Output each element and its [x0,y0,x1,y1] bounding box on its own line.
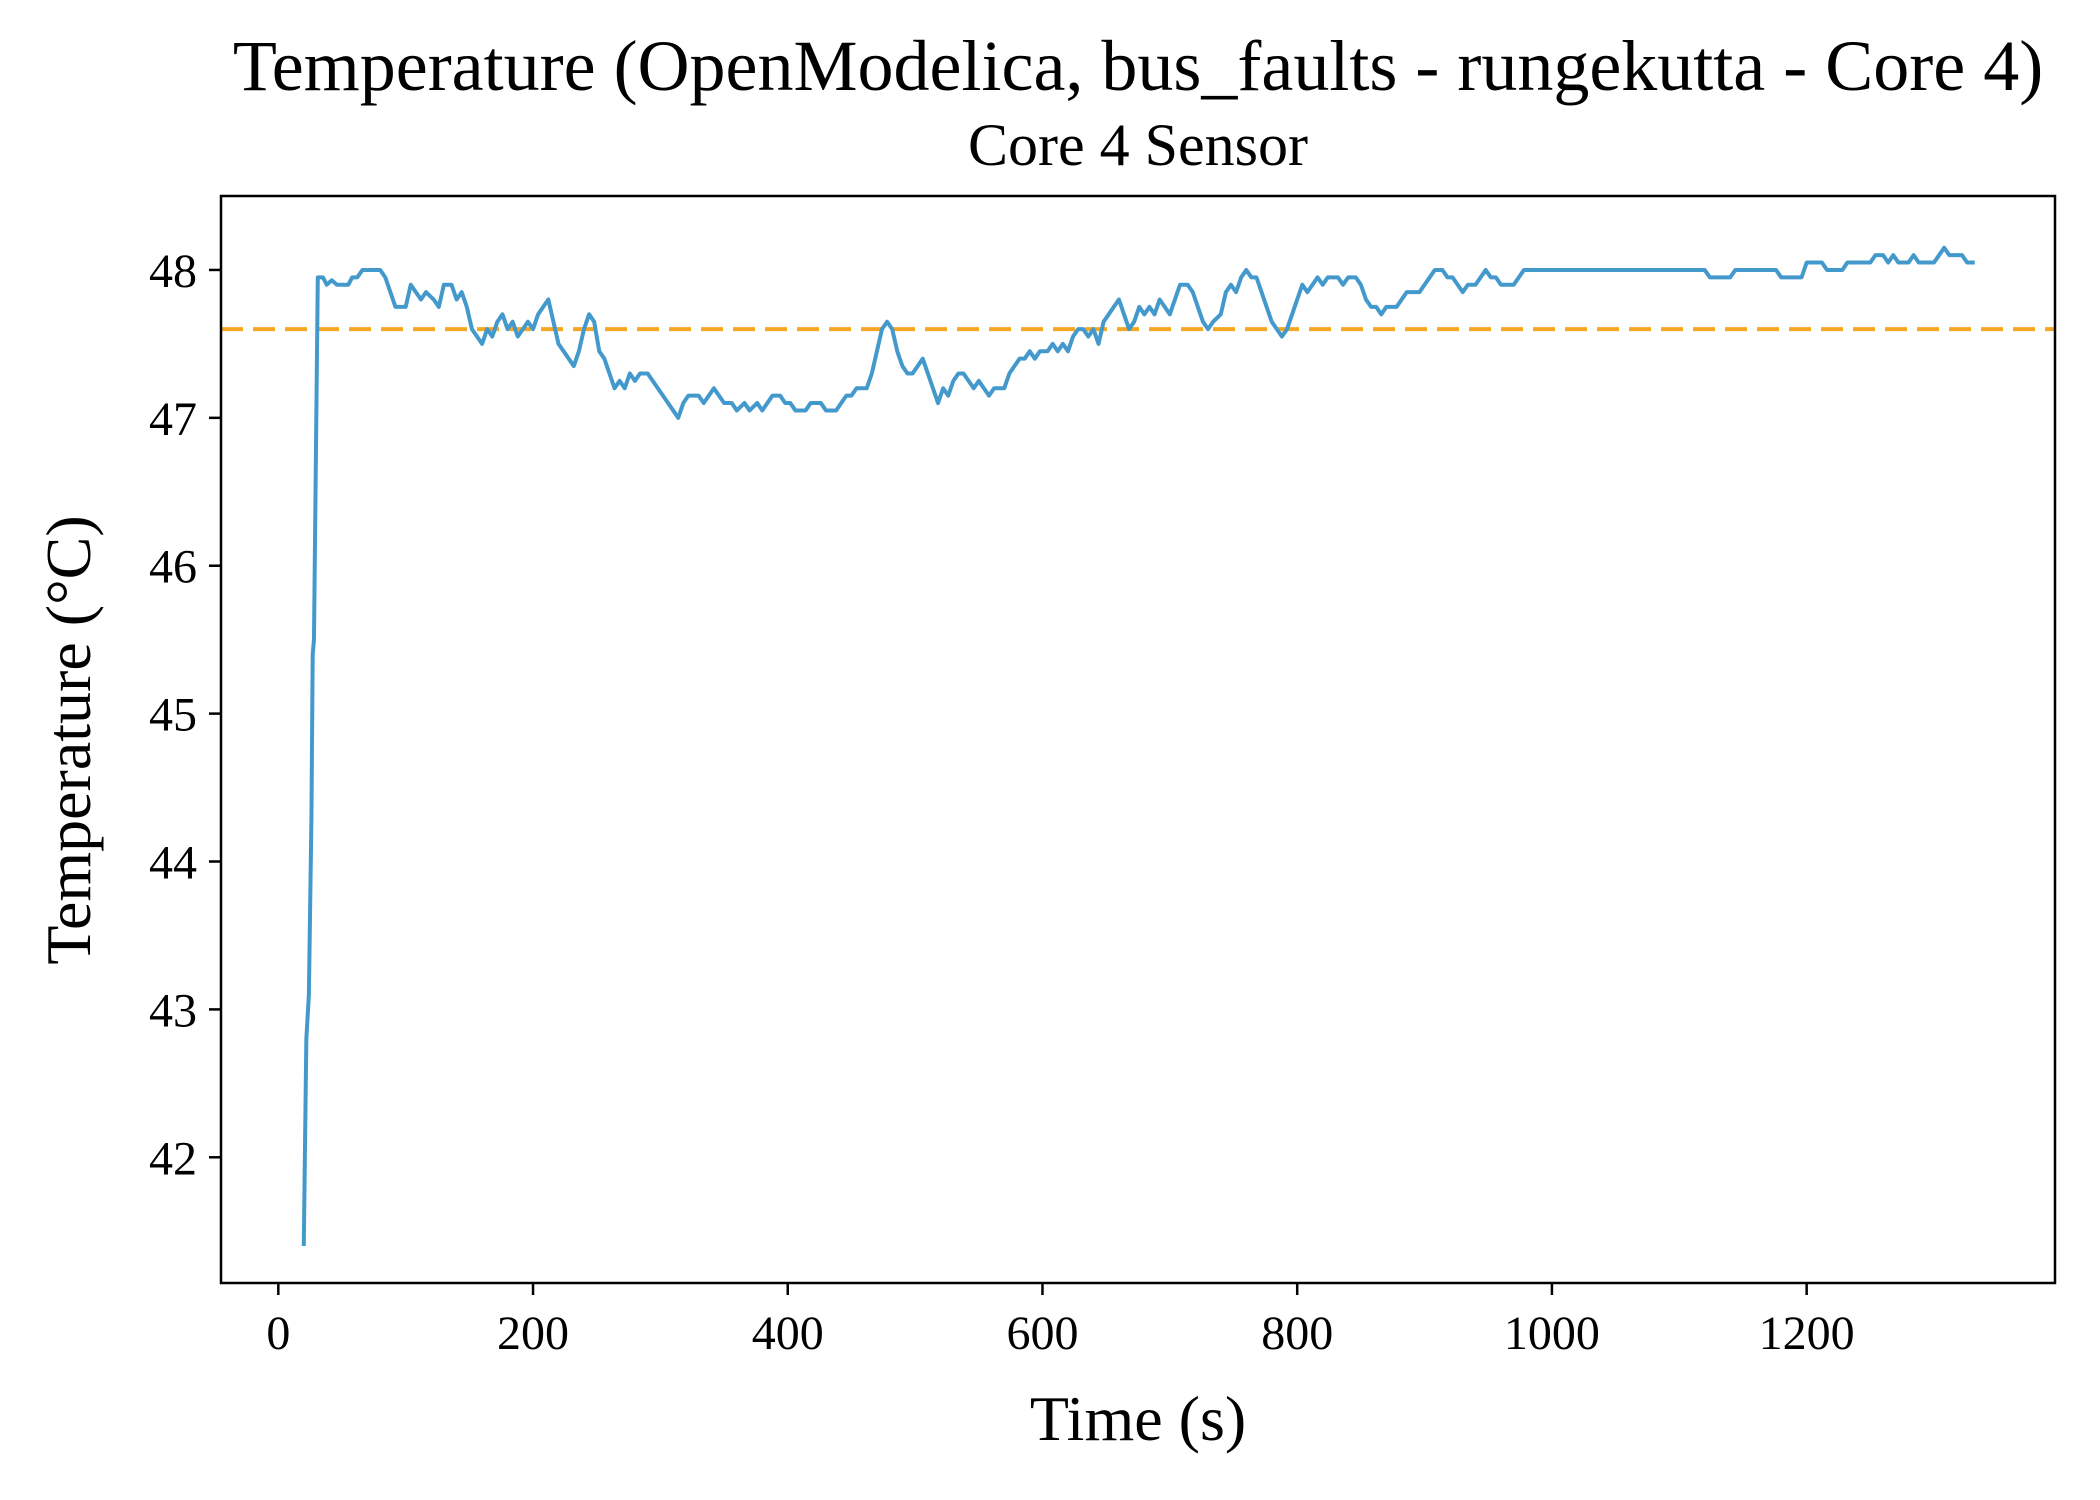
y-tick-label: 47 [149,393,197,446]
chart-title: Temperature (OpenModelica, bus_faults - … [233,26,2043,106]
y-tick-label: 46 [149,541,197,594]
x-tick-label: 1200 [1759,1307,1855,1360]
x-tick-label: 800 [1261,1307,1333,1360]
x-axis-label: Time (s) [1030,1383,1246,1454]
x-tick-label: 400 [752,1307,824,1360]
x-axis: 0 200 400 600 800 1000 1200 [266,1283,1855,1360]
y-axis: 42 43 44 45 46 47 48 [149,245,221,1185]
y-tick-label: 48 [149,245,197,298]
x-tick-label: 1000 [1504,1307,1600,1360]
y-tick-label: 44 [149,837,197,890]
plot-area [221,245,2055,1247]
x-tick-label: 200 [497,1307,569,1360]
y-tick-label: 43 [149,984,197,1037]
plot-frame [219,194,2057,1285]
y-axis-label: Temperature (°C) [33,515,104,964]
x-tick-label: 0 [266,1307,290,1360]
y-tick-label: 45 [149,689,197,742]
series-line [301,245,1975,1247]
x-tick-label: 600 [1006,1307,1078,1360]
chart-subtitle: Core 4 Sensor [968,112,1308,178]
y-tick-label: 42 [149,1132,197,1185]
